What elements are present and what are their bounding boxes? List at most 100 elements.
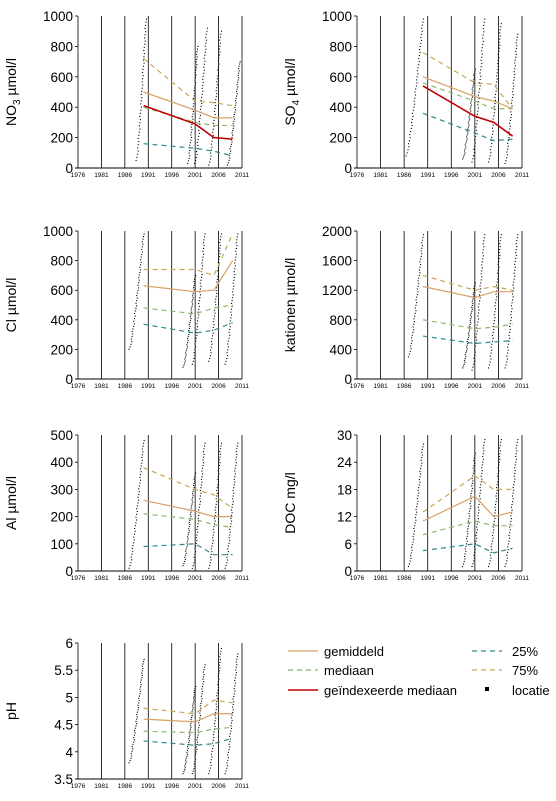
series-line-ph-p75 <box>143 699 233 715</box>
locatie-point <box>235 671 237 674</box>
locatie-point <box>214 509 216 511</box>
locatie-point <box>494 308 497 310</box>
locatie-point <box>216 700 218 702</box>
xtick-label-so4-2: 1986 <box>397 172 412 179</box>
locatie-point <box>211 551 213 553</box>
locatie-point <box>414 517 416 519</box>
locatie-point <box>233 687 235 690</box>
locatie-point <box>191 715 193 717</box>
locatie-point <box>235 456 237 458</box>
legend-label-geindexeerde-mediaan: geïndexeerde mediaan <box>324 683 457 698</box>
locatie-point <box>516 246 518 248</box>
locatie-point <box>467 333 469 335</box>
locatie-point <box>196 748 198 750</box>
locatie-point <box>479 486 481 489</box>
locatie-point <box>192 564 194 567</box>
locatie-points-ph-3 <box>208 647 223 775</box>
locatie-point <box>512 296 514 298</box>
locatie-point <box>209 770 211 772</box>
locatie-point <box>192 105 194 107</box>
locatie-point <box>218 48 220 50</box>
locatie-point <box>477 94 479 96</box>
locatie-point <box>494 93 497 95</box>
locatie-points-ph-4 <box>224 653 239 775</box>
locatie-point <box>481 267 483 269</box>
locatie-point <box>199 495 201 497</box>
locatie-point <box>462 367 464 369</box>
locatie-point <box>219 42 222 44</box>
locatie-point <box>214 514 216 517</box>
locatie-point <box>493 112 495 114</box>
locatie-point <box>417 495 419 497</box>
locatie-point <box>409 134 411 136</box>
locatie-point <box>491 136 493 138</box>
series-line-ph-mediaan <box>143 726 233 734</box>
locatie-point <box>195 331 197 333</box>
locatie-point <box>497 472 499 474</box>
locatie-point <box>232 489 234 492</box>
locatie-point <box>497 66 499 68</box>
locatie-point <box>188 526 190 528</box>
locatie-point <box>194 476 196 478</box>
locatie-point <box>466 136 468 138</box>
locatie-point <box>464 553 466 555</box>
locatie-point <box>229 148 231 150</box>
locatie-point <box>479 72 481 74</box>
locatie-point <box>232 698 234 700</box>
locatie-point <box>473 357 475 359</box>
locatie-point <box>210 548 212 550</box>
locatie-point <box>473 151 475 153</box>
locatie-point <box>512 495 514 497</box>
locatie-point <box>420 250 422 252</box>
locatie-point <box>198 506 200 508</box>
locatie-point <box>407 356 409 358</box>
locatie-point <box>134 312 136 315</box>
locatie-point <box>216 489 218 492</box>
locatie-point <box>483 240 485 242</box>
locatie-point <box>188 152 190 154</box>
locatie-point <box>470 100 472 102</box>
locatie-point <box>418 492 420 494</box>
locatie-point <box>211 756 213 758</box>
locatie-point <box>471 490 473 492</box>
locatie-point <box>231 132 233 134</box>
locatie-point <box>217 66 219 68</box>
xtick-label-kationen-6: 2006 <box>491 383 506 390</box>
locatie-points-kationen-0 <box>407 234 425 358</box>
locatie-point <box>493 520 495 522</box>
xtick-label-no3-5: 2001 <box>188 172 203 179</box>
locatie-point <box>220 647 223 650</box>
ylabel-unit-cl: µmol/l <box>3 278 19 320</box>
locatie-point <box>491 549 493 551</box>
locatie-point <box>473 82 475 84</box>
locatie-point <box>231 300 233 302</box>
locatie-point <box>194 278 196 281</box>
locatie-point <box>418 55 420 57</box>
locatie-point <box>215 290 217 292</box>
locatie-point <box>513 489 515 491</box>
locatie-point <box>186 342 189 344</box>
locatie-point <box>236 236 238 238</box>
locatie-point <box>490 557 492 559</box>
locatie-point <box>197 517 199 519</box>
locatie-point <box>509 325 511 328</box>
locatie-point <box>213 736 215 739</box>
locatie-point <box>228 542 230 544</box>
locatie-point <box>192 493 194 495</box>
locatie-point <box>227 346 229 348</box>
locatie-point <box>464 361 466 363</box>
locatie-point <box>473 78 475 80</box>
locatie-point <box>141 677 143 679</box>
locatie-point <box>479 85 481 87</box>
locatie-point <box>139 271 141 274</box>
locatie-point <box>194 756 196 758</box>
locatie-points-cl-3 <box>208 233 223 362</box>
locatie-point <box>188 334 190 336</box>
locatie-point <box>219 653 221 655</box>
locatie-point <box>511 99 513 101</box>
panel-kationen: 1976 1981 1986 1991 1996 2001 2006 201104008001… <box>282 224 529 390</box>
locatie-point <box>506 560 508 562</box>
locatie-point <box>500 23 502 25</box>
locatie-point <box>229 320 231 322</box>
locatie-point <box>463 555 466 557</box>
